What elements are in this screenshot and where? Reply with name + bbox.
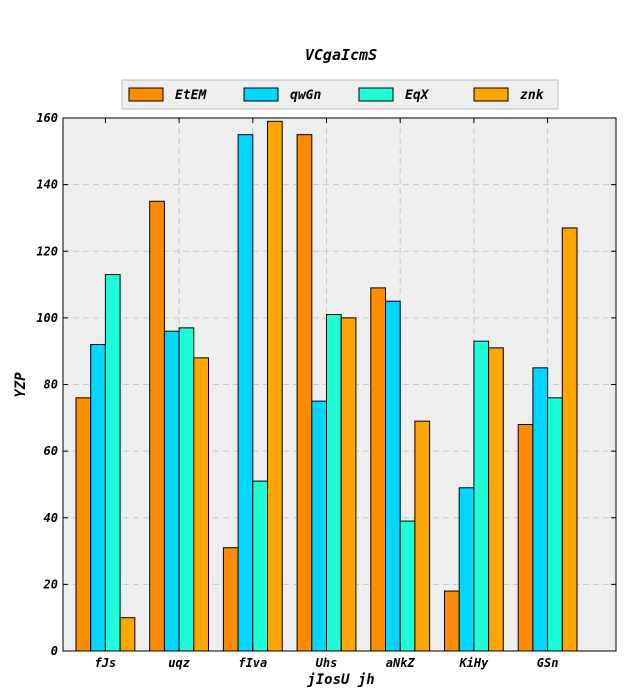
y-tick-label: 80 [44, 378, 58, 392]
bar-EtEM-fJs [75, 397, 92, 652]
legend-swatch-EqX [358, 87, 394, 102]
bar-EqX-fJs [104, 274, 121, 652]
bar-znk-Uhs [340, 317, 357, 652]
bar-qwGn-uqz [163, 330, 180, 652]
bar-qwGn-fIva [237, 134, 254, 652]
y-tick-label: 40 [44, 511, 58, 525]
x-tick-label: uqz [168, 656, 190, 670]
bar-EtEM-GSn [517, 423, 534, 652]
bar-znk-aNkZ [414, 420, 431, 652]
bar-EqX-Uhs [326, 314, 342, 652]
y-tick-label: 60 [44, 444, 58, 458]
legend-label-EqX: EqX [405, 88, 430, 103]
bar-qwGn-Uhs [311, 400, 327, 652]
y-tick-label: 140 [36, 178, 58, 192]
legend-swatch-qwGn [243, 87, 279, 102]
plot-frame [62, 117, 617, 652]
x-tick-label: Uhs [316, 656, 338, 670]
y-tick-label: 0 [51, 644, 58, 658]
legend-swatch-EtEM [128, 87, 164, 102]
y-tick-label: 120 [36, 244, 58, 258]
bar-EtEM-aNkZ [370, 287, 386, 652]
x-axis-label: jIosU jh [306, 672, 374, 688]
bar-qwGn-KiHy [458, 487, 475, 652]
bar-EqX-aNkZ [399, 520, 416, 652]
x-tick-label: fIva [238, 656, 267, 670]
bar-qwGn-GSn [532, 367, 549, 652]
bar-qwGn-fJs [90, 344, 106, 652]
bar-znk-fJs [119, 617, 136, 652]
legend-swatch-znk [473, 87, 509, 102]
x-axis: fJs uqz fIva Uhs aNkZ KiHy GSn [95, 118, 559, 670]
y-axis-label: YZP [13, 372, 29, 398]
bar-znk-uqz [193, 357, 210, 652]
bar-EqX-uqz [178, 327, 195, 652]
bar-znk-GSn [561, 227, 578, 652]
legend: EtEM qwGn EqX znk [121, 79, 559, 110]
bar-EtEM-uqz [149, 200, 165, 652]
bar-EqX-KiHy [473, 340, 490, 652]
bar-EtEM-Uhs [296, 134, 313, 652]
legend-label-znk: znk [520, 88, 545, 103]
legend-label-EtEM: EtEM [175, 88, 207, 103]
x-tick-label: fJs [95, 656, 117, 670]
legend-label-qwGn: qwGn [290, 88, 321, 103]
y-tick-label: 100 [36, 311, 58, 325]
x-tick-label: aNkZ [386, 656, 416, 670]
x-tick-label: GSn [537, 656, 559, 670]
bar-qwGn-aNkZ [385, 300, 401, 652]
bar-EqX-fIva [252, 480, 269, 652]
y-axis: 0 20 40 60 80 100 120 140 160 [36, 111, 616, 658]
y-tick-label: 160 [36, 111, 58, 125]
bar-EqX-GSn [547, 397, 563, 652]
chart-title: VCgaIcmS [305, 46, 377, 64]
y-tick-label: 20 [43, 577, 58, 591]
bar-znk-fIva [267, 120, 283, 652]
bar-EtEM-fIva [222, 547, 239, 652]
x-tick-label: KiHy [458, 656, 489, 670]
bars [75, 120, 578, 652]
bar-EtEM-KiHy [444, 590, 460, 652]
bar-znk-KiHy [488, 347, 504, 652]
